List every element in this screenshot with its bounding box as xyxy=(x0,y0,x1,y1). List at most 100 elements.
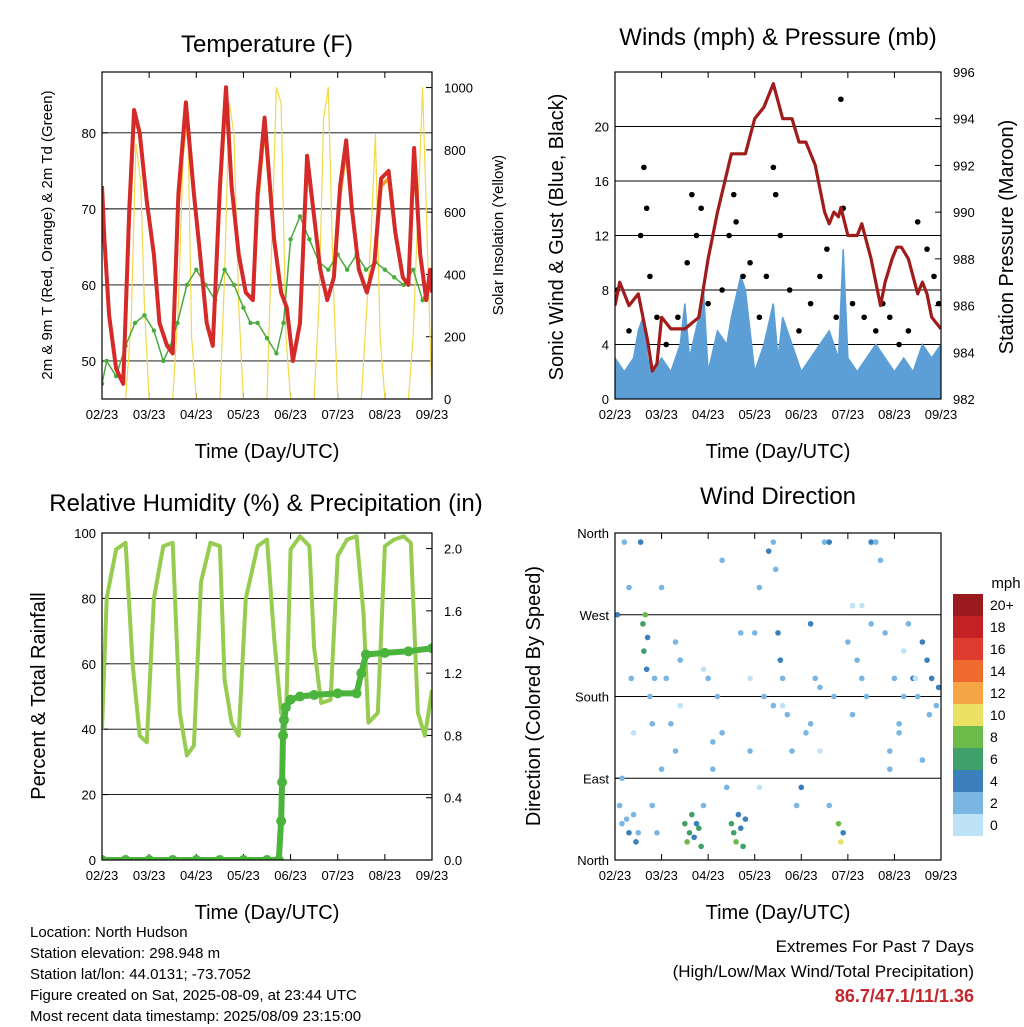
dewpoint-point xyxy=(184,282,190,288)
direction-point xyxy=(775,630,781,636)
direction-point xyxy=(914,693,921,700)
direction-point xyxy=(677,657,683,663)
precip-point xyxy=(309,689,320,700)
precip-point xyxy=(351,688,362,699)
x-tick-label: 08/23 xyxy=(369,407,402,422)
extremes-subtitle: (High/Low/Max Wind/Total Precipitation) xyxy=(672,962,974,981)
y2-tick-label: 400 xyxy=(444,267,466,282)
series-group xyxy=(615,82,941,399)
y2-tick-label: 982 xyxy=(953,392,975,407)
direction-point xyxy=(765,548,772,554)
temperature-ylabel: 2m & 9m T (Red, Orange) & 2m Td (Green) xyxy=(39,90,56,379)
x-tick-label: 03/23 xyxy=(645,407,678,422)
gust-point xyxy=(756,314,763,321)
y-tick-label: East xyxy=(583,771,609,786)
elevation-text: Station elevation: 298.948 m xyxy=(30,945,221,962)
direction-point xyxy=(714,693,721,700)
x-tick-label: 02/23 xyxy=(86,407,119,422)
gust-point xyxy=(647,273,653,280)
legend-label: 2 xyxy=(990,795,998,811)
gust-point xyxy=(849,300,856,307)
t2m-series xyxy=(102,85,432,386)
speed-legend-title: mph xyxy=(991,575,1020,592)
direction-point xyxy=(777,657,784,663)
direction-point xyxy=(772,566,779,573)
direction-point xyxy=(868,621,874,627)
precip-point xyxy=(276,816,287,827)
gust-point xyxy=(626,328,632,334)
direction-point xyxy=(691,834,697,841)
direction-point xyxy=(641,648,647,654)
extremes-title: Extremes For Past 7 Days xyxy=(775,937,974,956)
direction-point xyxy=(859,675,865,682)
direction-point xyxy=(919,639,926,645)
x-tick-label: 08/23 xyxy=(878,407,911,422)
extremes-box: Extremes For Past 7 Days (High/Low/Max W… xyxy=(673,934,974,1009)
direction-point xyxy=(807,720,814,727)
direction-point xyxy=(926,711,933,718)
gust-point xyxy=(896,341,902,348)
y2-tick-label: 988 xyxy=(953,252,975,267)
direction-point xyxy=(621,539,628,545)
direction-panel: Wind Direction Time (Day/UTC) Direction … xyxy=(523,483,1021,924)
x-tick-label: 05/23 xyxy=(227,868,260,883)
direction-point xyxy=(633,839,639,845)
direction-point xyxy=(649,720,656,727)
precip-point xyxy=(403,646,414,657)
dewpoint-point xyxy=(326,267,331,272)
direction-point xyxy=(616,802,623,809)
dewpoint-point xyxy=(297,214,303,219)
x-tick-label: 06/23 xyxy=(274,407,307,422)
x-tick-label: 09/23 xyxy=(925,868,958,883)
legend-label: 6 xyxy=(990,751,998,767)
direction-point xyxy=(793,802,800,809)
direction-point xyxy=(668,720,674,727)
direction-point xyxy=(644,634,651,641)
direction-point xyxy=(924,657,930,663)
y-tick-label: 80 xyxy=(82,591,96,606)
dewpoint-point xyxy=(344,267,350,272)
y-tick-label: North xyxy=(577,853,609,868)
y2-tick-label: 996 xyxy=(953,65,975,80)
latlon-text: Station lat/lon: 44.0131; -73.7052 xyxy=(30,966,252,983)
gust-point xyxy=(807,300,814,307)
x-tick-label: 04/23 xyxy=(180,868,213,883)
gust-point xyxy=(873,328,879,334)
location-text: Location: North Hudson xyxy=(30,924,188,941)
humidity-title: Relative Humidity (%) & Precipitation (i… xyxy=(49,490,482,517)
direction-xlabel: Time (Day/UTC) xyxy=(706,902,851,924)
y2-tick-label: 990 xyxy=(953,205,975,220)
x-tick-label: 04/23 xyxy=(692,868,725,883)
direction-point xyxy=(770,539,777,545)
precip-point xyxy=(262,855,272,860)
legend-swatch xyxy=(953,814,983,836)
gust-point xyxy=(770,164,777,171)
direction-point xyxy=(779,702,786,709)
direction-point xyxy=(737,825,744,832)
temperature-panel: Temperature (F) Time (Day/UTC) 2m & 9m T… xyxy=(39,31,507,463)
y2-tick-label: 0.0 xyxy=(444,853,462,868)
x-tick-label: 05/23 xyxy=(738,868,771,883)
direction-point xyxy=(849,602,856,609)
direction-ylabel: Direction (Colored By Speed) xyxy=(523,566,545,826)
direction-point xyxy=(838,839,844,845)
dewpoint-point xyxy=(410,267,416,272)
x-tick-label: 07/23 xyxy=(832,868,865,883)
dewpoint-point xyxy=(161,358,166,364)
direction-point xyxy=(912,675,919,682)
y-tick-label: West xyxy=(580,608,610,623)
legend-swatch xyxy=(953,704,983,726)
direction-point xyxy=(626,584,632,591)
series-group xyxy=(615,539,941,850)
humidity-xlabel: Time (Day/UTC) xyxy=(195,902,340,924)
legend-label: 16 xyxy=(990,641,1006,657)
dewpoint-point xyxy=(132,320,138,326)
winds-plot-area: 0 4 8 12 16 20 982 984 986 988 990 992 994 996 02/23 03… xyxy=(595,65,975,422)
y-tick-label: 40 xyxy=(82,722,96,737)
precip-point xyxy=(285,694,296,705)
winds-title: Winds (mph) & Pressure (mb) xyxy=(619,24,936,51)
direction-point xyxy=(756,784,763,791)
direction-point xyxy=(803,730,809,736)
legend-swatch xyxy=(953,638,983,660)
direction-point xyxy=(693,820,700,827)
